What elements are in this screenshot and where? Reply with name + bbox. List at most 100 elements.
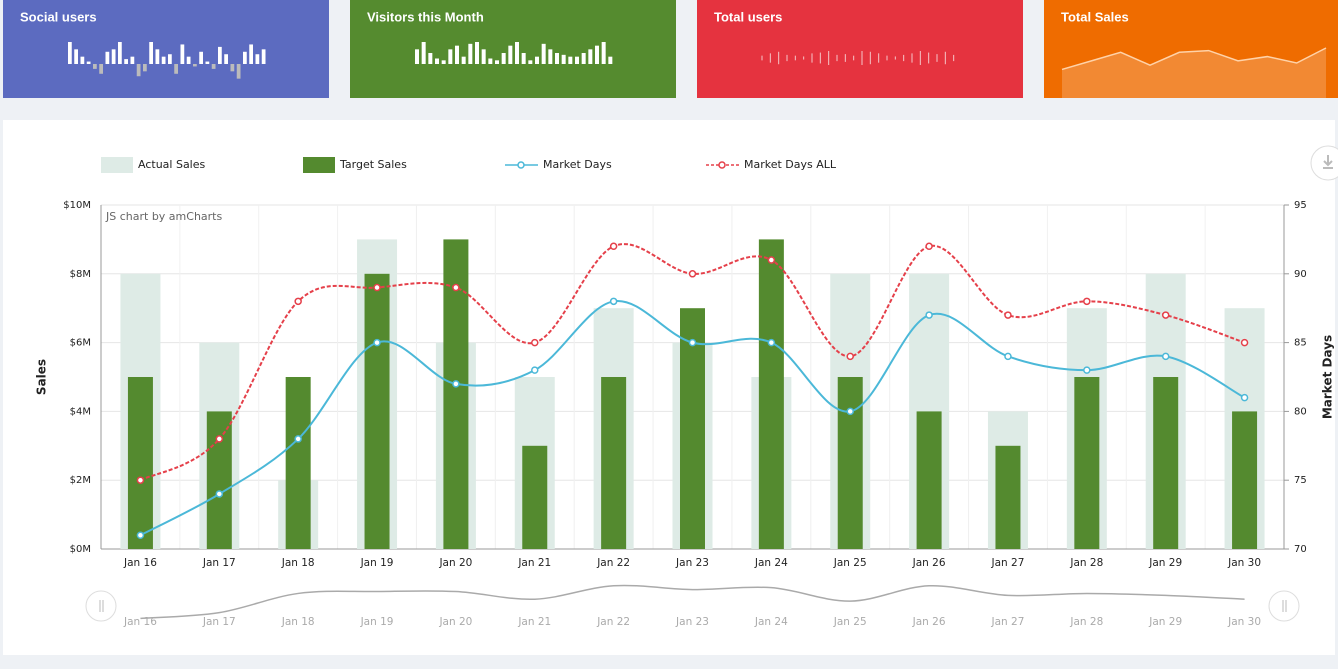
point	[531, 338, 539, 347]
legend-label[interactable]: Actual Sales	[138, 158, 206, 171]
bar	[127, 377, 153, 549]
x-tick-label: Jan 18	[281, 557, 315, 569]
card-title: Social users	[20, 9, 97, 24]
sparkline-bar	[124, 59, 128, 64]
point	[846, 352, 854, 361]
point	[1083, 366, 1091, 374]
sparkline-bar	[136, 64, 141, 77]
x-tick-label: Jan 28	[1069, 557, 1103, 569]
x-tick-label: Jan 25	[833, 557, 867, 569]
sparkline-bar	[415, 49, 419, 64]
scrollbar-label: Jan 30	[1227, 616, 1261, 628]
x-tick-label: Jan 22	[596, 557, 630, 569]
point	[1161, 352, 1170, 361]
sparkline-bar	[575, 56, 579, 64]
sparkline-bar	[93, 64, 97, 69]
y2-tick-label: 75	[1294, 475, 1307, 486]
point	[1004, 311, 1012, 319]
sparkline-bar	[193, 64, 197, 67]
scrollbar-label: Jan 27	[991, 616, 1025, 628]
point	[136, 476, 145, 484]
scrollbar-handle[interactable]	[85, 590, 117, 622]
legend-label[interactable]: Market Days ALL	[744, 158, 837, 171]
scrollbar-label: Jan 23	[675, 616, 709, 628]
sparkline-bar	[118, 42, 122, 64]
sparkline-bar	[475, 42, 479, 64]
sparkline-bar	[448, 49, 453, 64]
handle-grip	[1282, 600, 1287, 612]
scrollbar-label: Jan 29	[1148, 616, 1182, 628]
stat-card[interactable]	[3, 0, 329, 98]
sparkline-bar	[149, 42, 153, 64]
x-tick-label: Jan 19	[360, 557, 394, 569]
x-tick-label: Jan 30	[1227, 557, 1261, 569]
point	[846, 407, 854, 416]
legend-swatch[interactable]	[303, 157, 335, 173]
sparkline-bar	[548, 49, 553, 64]
sparkline-bar	[595, 45, 599, 64]
point	[215, 435, 224, 443]
legend-label[interactable]: Target Sales	[339, 158, 407, 171]
stat-card[interactable]	[350, 0, 676, 98]
sparkline-bar	[455, 45, 459, 64]
sparkline-bar	[68, 42, 72, 64]
sparkline-bar	[421, 42, 426, 64]
scrollbar-label: Jan 18	[281, 616, 315, 628]
sparkline-bar	[521, 53, 526, 64]
sparkline-bar	[155, 49, 160, 64]
point	[767, 256, 776, 264]
bar	[1074, 377, 1100, 549]
sparkline-bar	[205, 61, 210, 64]
bar	[522, 445, 548, 549]
sparkline-bar	[481, 49, 486, 64]
sparkline-bar	[528, 60, 533, 64]
sparkline-line	[1061, 47, 1327, 71]
point	[688, 270, 697, 278]
scrollbar-label: Jan 25	[833, 616, 867, 628]
scrollbar-handle[interactable]	[1268, 590, 1300, 622]
point	[925, 242, 933, 251]
legend-marker	[517, 161, 525, 169]
y-tick-label: $6M	[70, 338, 91, 349]
y-tick-label: $0M	[70, 544, 91, 555]
point	[452, 380, 460, 388]
sparkline-bar	[180, 44, 185, 64]
bar	[995, 445, 1021, 549]
download-icon	[1323, 155, 1333, 169]
sparkline-bar	[428, 53, 433, 64]
scrollbar[interactable]	[101, 580, 1284, 630]
x-tick-label: Jan 24	[754, 557, 788, 569]
sparkline-bar	[105, 51, 110, 64]
sparkline-bar	[508, 45, 513, 64]
sparkline-bar	[86, 61, 91, 64]
card-title: Visitors this Month	[367, 9, 484, 24]
y2-tick-label: 85	[1294, 338, 1307, 349]
point	[136, 531, 145, 539]
sparkline-bar	[488, 58, 493, 64]
stat-card[interactable]	[1044, 0, 1338, 98]
x-tick-label: Jan 20	[438, 557, 472, 569]
bar	[206, 411, 232, 549]
legend-label[interactable]: Market Days	[543, 158, 612, 171]
sparkline-bar	[168, 54, 172, 64]
legend-swatch[interactable]	[101, 157, 133, 173]
scrollbar-label: Jan 26	[912, 616, 946, 628]
download-button[interactable]	[1310, 145, 1338, 181]
point	[215, 490, 224, 498]
sparkline-bar	[174, 64, 178, 74]
y-axis-title: Sales	[35, 359, 49, 395]
stat-card[interactable]	[697, 0, 1023, 98]
sparkline-bar	[255, 54, 260, 64]
sparkline-area	[1062, 48, 1326, 98]
sparkline-bar	[468, 43, 473, 64]
scrollbar-label: Jan 24	[754, 616, 788, 628]
bar	[916, 411, 942, 549]
scrollbar-label: Jan 28	[1069, 616, 1103, 628]
point	[294, 297, 302, 306]
sparkline-bar	[218, 46, 222, 64]
sparkline-bar	[261, 49, 266, 64]
sparkline-bar	[561, 54, 566, 64]
point	[688, 338, 697, 347]
sparkline-bar	[186, 56, 191, 64]
bar	[601, 377, 627, 549]
